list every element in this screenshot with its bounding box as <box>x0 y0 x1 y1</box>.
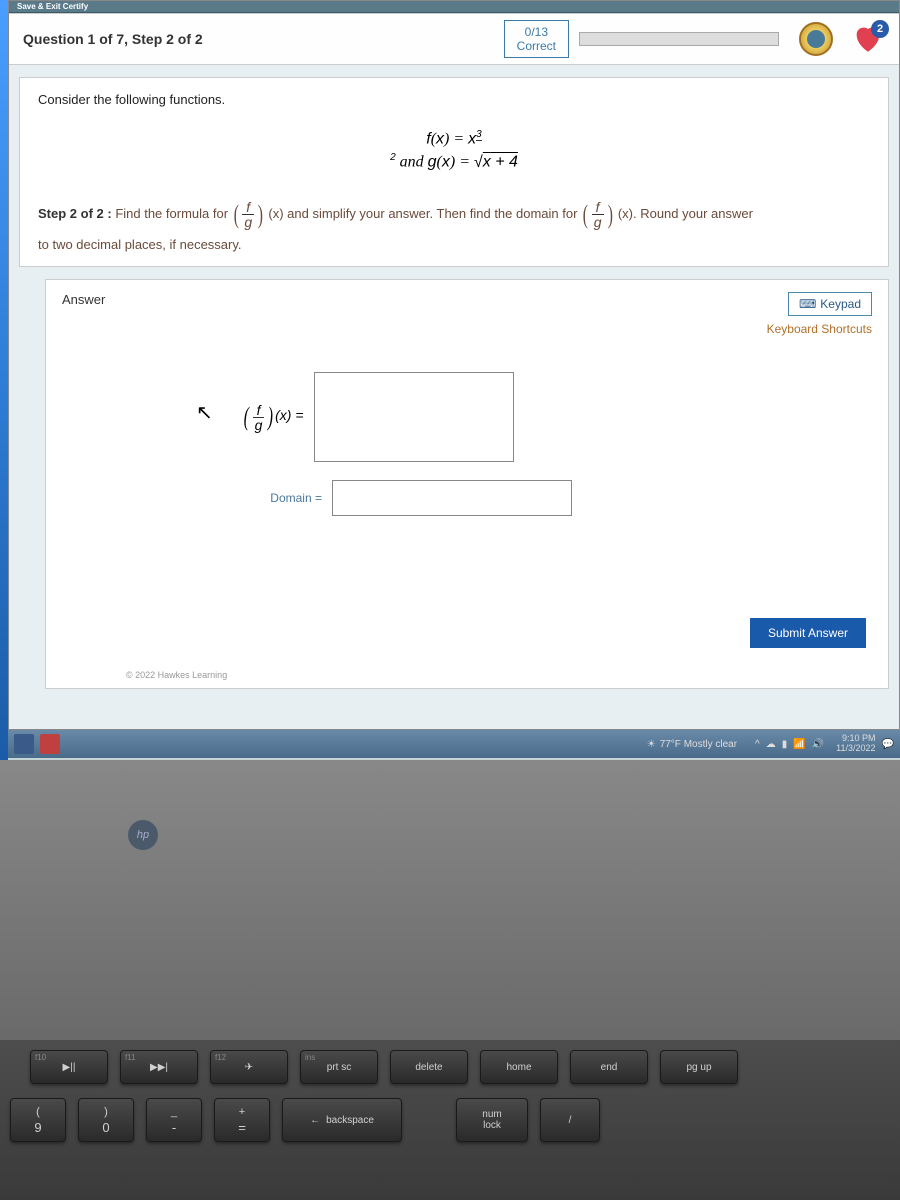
problem-panel: Consider the following functions. f(x) =… <box>19 77 889 267</box>
key-▶▶|[interactable]: f11▶▶| <box>120 1050 198 1084</box>
keyboard-area: hp f10▶|| f11▶▶| f12✈ insprt sc delete homeen… <box>0 760 900 1200</box>
tray-battery-icon[interactable]: ▮ <box>782 739 788 750</box>
keypad-button[interactable]: ⌨ Keypad <box>788 292 872 316</box>
formula-label: (fg)(x) = <box>242 402 304 432</box>
math-display: f(x) = x32 and g(x) = x + 4 <box>38 125 870 172</box>
key--[interactable]: _- <box>146 1098 202 1142</box>
key-numlock[interactable]: numlock <box>456 1098 528 1142</box>
answer-panel: Answer ⌨ Keypad Keyboard Shortcuts ↖ (fg… <box>45 279 889 689</box>
keyboard-shortcuts-link[interactable]: Keyboard Shortcuts <box>767 322 872 336</box>
copyright-text: © 2022 Hawkes Learning <box>126 670 227 680</box>
key-end[interactable]: end <box>570 1050 648 1084</box>
key-home[interactable]: home <box>480 1050 558 1084</box>
key-backspace[interactable]: ←backspace <box>282 1098 402 1142</box>
laptop-bezel: hp <box>0 760 900 1040</box>
tray-volume-icon[interactable]: 🔊 <box>812 739 824 750</box>
heart-icon[interactable]: 2 <box>851 22 885 56</box>
heart-badge: 2 <box>871 20 889 38</box>
tray-wifi-icon[interactable]: 📶 <box>793 739 805 750</box>
clock[interactable]: 9:10 PM 11/3/2022 <box>836 734 875 754</box>
hp-logo-icon: hp <box>128 820 158 850</box>
tray-notification-icon[interactable]: 💬 <box>882 739 894 750</box>
step-text: Step 2 of 2 : Find the formula for (fg) … <box>38 194 870 256</box>
formula-input[interactable] <box>314 372 514 462</box>
instruction-text: Consider the following functions. <box>38 92 870 107</box>
progress-bar <box>579 32 779 46</box>
coin-icon[interactable] <box>799 22 833 56</box>
taskbar-app-icon[interactable] <box>40 734 60 754</box>
save-exit-label[interactable]: Save & Exit Certify <box>17 2 88 11</box>
question-header: Question 1 of 7, Step 2 of 2 0/13 Correc… <box>9 13 899 65</box>
key-0[interactable]: )0 <box>78 1098 134 1142</box>
weather-widget[interactable]: ☀ 77°F Mostly clear <box>647 739 737 750</box>
top-ribbon: Save & Exit Certify <box>9 1 899 13</box>
system-tray[interactable]: ^ ☁ ▮ 📶 🔊 <box>755 739 824 750</box>
key-▶||[interactable]: f10▶|| <box>30 1050 108 1084</box>
key-slash[interactable]: / <box>540 1098 600 1142</box>
domain-label: Domain = <box>242 491 322 505</box>
desktop-edge <box>0 0 8 760</box>
step-label: Step 2 of 2 : <box>38 206 112 221</box>
score-box: 0/13 Correct <box>504 20 569 59</box>
answer-title: Answer <box>62 292 105 307</box>
key-pg-up[interactable]: pg up <box>660 1050 738 1084</box>
key-delete[interactable]: delete <box>390 1050 468 1084</box>
tray-up-icon[interactable]: ^ <box>755 739 760 750</box>
key-prt-sc[interactable]: insprt sc <box>300 1050 378 1084</box>
submit-button[interactable]: Submit Answer <box>750 618 866 648</box>
question-title: Question 1 of 7, Step 2 of 2 <box>23 31 203 47</box>
key-9[interactable]: (9 <box>10 1098 66 1142</box>
key-=[interactable]: += <box>214 1098 270 1142</box>
score-label: Correct <box>517 39 556 53</box>
domain-input[interactable] <box>332 480 572 516</box>
taskbar-browser-icon[interactable] <box>14 734 34 754</box>
tray-onedrive-icon[interactable]: ☁ <box>766 739 776 750</box>
weather-icon: ☀ <box>647 739 656 750</box>
score-num: 0/13 <box>517 25 556 39</box>
keypad-icon: ⌨ <box>799 297 816 311</box>
key-✈[interactable]: f12✈ <box>210 1050 288 1084</box>
taskbar[interactable]: ☀ 77°F Mostly clear ^ ☁ ▮ 📶 🔊 9:10 PM 11… <box>8 730 900 758</box>
cursor-icon: ↖ <box>196 400 213 425</box>
app-window: Save & Exit Certify Question 1 of 7, Ste… <box>8 0 900 730</box>
